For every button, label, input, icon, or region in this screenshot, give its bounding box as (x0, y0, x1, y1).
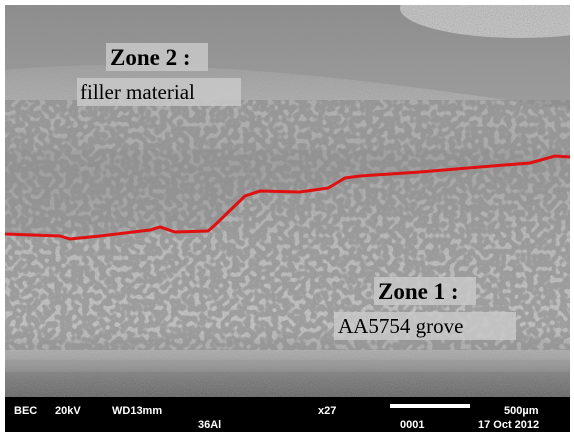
detector: BEC (14, 405, 37, 417)
zone-label: Zone 2 : (110, 45, 191, 70)
zone-label: Zone 1 : (378, 279, 459, 304)
working-distance: WD13mm (112, 405, 162, 417)
voltage: 20kV (55, 405, 81, 417)
zone-boundary (4, 154, 571, 241)
label-background (77, 78, 241, 106)
zone-description: AA5754 grove (338, 314, 463, 338)
zone-description: filler material (80, 80, 195, 104)
info-bar (5, 397, 570, 432)
label-background (374, 277, 476, 305)
magnification: x27 (318, 405, 336, 417)
date: 17 Oct 2012 (478, 419, 539, 431)
scale-bar (390, 404, 470, 408)
image-number: 0001 (400, 419, 424, 431)
label-background (106, 43, 208, 71)
sample: 36Al (198, 419, 221, 431)
label-background (334, 312, 516, 340)
scale: 500µm (504, 405, 539, 417)
